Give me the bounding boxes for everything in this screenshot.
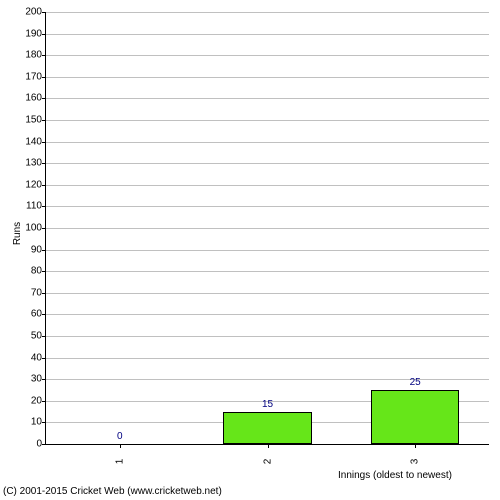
y-tick-label: 90	[31, 244, 42, 255]
grid-line	[46, 163, 489, 164]
grid-line	[46, 34, 489, 35]
grid-line	[46, 142, 489, 143]
y-tick-label: 50	[31, 331, 42, 342]
y-tick-mark	[42, 271, 46, 272]
y-tick-label: 190	[25, 28, 42, 39]
grid-line	[46, 77, 489, 78]
y-tick-label: 80	[31, 266, 42, 277]
x-axis-title: Innings (oldest to newest)	[338, 470, 452, 481]
y-tick-mark	[42, 12, 46, 13]
grid-line	[46, 293, 489, 294]
y-tick-label: 130	[25, 158, 42, 169]
plot-area: 0102030405060708090100110120130140150160…	[45, 12, 489, 445]
grid-line	[46, 185, 489, 186]
grid-line	[46, 98, 489, 99]
y-tick-mark	[42, 55, 46, 56]
y-tick-label: 160	[25, 93, 42, 104]
grid-line	[46, 379, 489, 380]
y-tick-mark	[42, 314, 46, 315]
y-tick-mark	[42, 98, 46, 99]
y-tick-label: 200	[25, 7, 42, 18]
y-tick-label: 0	[36, 439, 42, 450]
y-tick-mark	[42, 379, 46, 380]
y-tick-mark	[42, 401, 46, 402]
y-tick-mark	[42, 120, 46, 121]
y-tick-label: 40	[31, 352, 42, 363]
y-tick-label: 30	[31, 374, 42, 385]
grid-line	[46, 336, 489, 337]
y-tick-label: 70	[31, 287, 42, 298]
bar-value-label: 0	[117, 431, 123, 442]
y-tick-mark	[42, 142, 46, 143]
grid-line	[46, 120, 489, 121]
y-tick-label: 120	[25, 179, 42, 190]
y-tick-label: 20	[31, 395, 42, 406]
grid-line	[46, 228, 489, 229]
y-tick-label: 140	[25, 136, 42, 147]
y-tick-mark	[42, 444, 46, 445]
y-tick-mark	[42, 77, 46, 78]
chart-container: 0102030405060708090100110120130140150160…	[0, 0, 500, 500]
copyright-text: (C) 2001-2015 Cricket Web (www.cricketwe…	[3, 486, 222, 497]
bar	[223, 412, 312, 444]
x-tick-mark	[268, 444, 269, 448]
x-tick-mark	[120, 444, 121, 448]
y-axis-title: Runs	[12, 222, 23, 245]
x-tick-mark	[415, 444, 416, 448]
y-tick-mark	[42, 250, 46, 251]
y-tick-label: 110	[26, 201, 42, 212]
grid-line	[46, 55, 489, 56]
grid-line	[46, 12, 489, 13]
y-tick-mark	[42, 228, 46, 229]
grid-line	[46, 358, 489, 359]
grid-line	[46, 250, 489, 251]
bar-value-label: 25	[410, 377, 421, 388]
y-tick-mark	[42, 206, 46, 207]
y-tick-label: 180	[25, 50, 42, 61]
y-tick-label: 100	[25, 223, 42, 234]
grid-line	[46, 206, 489, 207]
x-tick-label: 1	[114, 459, 125, 465]
y-tick-label: 60	[31, 309, 42, 320]
y-tick-mark	[42, 358, 46, 359]
y-tick-label: 170	[25, 71, 42, 82]
y-tick-mark	[42, 34, 46, 35]
y-tick-mark	[42, 422, 46, 423]
y-tick-mark	[42, 293, 46, 294]
x-tick-label: 2	[262, 459, 273, 465]
grid-line	[46, 271, 489, 272]
y-tick-mark	[42, 163, 46, 164]
y-tick-mark	[42, 336, 46, 337]
y-tick-label: 10	[31, 417, 42, 428]
y-tick-mark	[42, 185, 46, 186]
grid-line	[46, 314, 489, 315]
x-tick-label: 3	[410, 459, 421, 465]
y-tick-label: 150	[25, 115, 42, 126]
bar-value-label: 15	[262, 399, 273, 410]
bar	[371, 390, 460, 444]
